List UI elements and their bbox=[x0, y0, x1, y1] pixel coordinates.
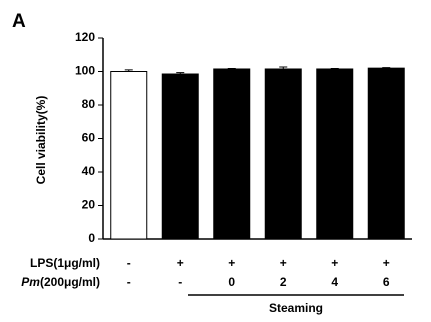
y-tick-label: 60 bbox=[82, 131, 96, 145]
y-tick-label: 40 bbox=[82, 164, 96, 178]
error-bar bbox=[176, 72, 185, 75]
condition-value: 4 bbox=[331, 275, 338, 289]
error-bar bbox=[279, 66, 288, 69]
error-bar bbox=[124, 69, 133, 72]
y-tick-label: 20 bbox=[82, 198, 96, 212]
bar bbox=[161, 73, 199, 240]
bar bbox=[316, 68, 354, 240]
condition-value: + bbox=[228, 256, 235, 270]
condition-value: + bbox=[331, 256, 338, 270]
panel-label: A bbox=[12, 11, 26, 32]
condition-label: Pm(200μg/ml) bbox=[21, 275, 100, 289]
condition-label: LPS(1μg/ml) bbox=[30, 256, 100, 270]
y-tick-label: 100 bbox=[75, 64, 95, 78]
y-axis-label: Cell viability(%) bbox=[34, 96, 48, 185]
condition-label-italic: Pm bbox=[21, 275, 40, 289]
condition-value: + bbox=[383, 256, 390, 270]
group-label: Steaming bbox=[269, 301, 323, 315]
condition-value: 0 bbox=[228, 275, 235, 289]
bar bbox=[110, 71, 148, 240]
y-tick-label: 0 bbox=[88, 231, 95, 245]
bar bbox=[264, 68, 302, 240]
condition-value: - bbox=[178, 275, 182, 289]
y-tick-label: 120 bbox=[75, 30, 95, 44]
y-tick-label: 80 bbox=[82, 97, 96, 111]
bar bbox=[213, 68, 251, 240]
condition-value: - bbox=[127, 275, 131, 289]
condition-label-text: (200μg/ml) bbox=[40, 275, 100, 289]
condition-value: + bbox=[177, 256, 184, 270]
error-bar bbox=[330, 67, 339, 69]
error-bar bbox=[382, 67, 391, 69]
condition-value: + bbox=[280, 256, 287, 270]
bar bbox=[367, 67, 405, 240]
condition-label-text: LPS(1μg/ml) bbox=[30, 256, 100, 270]
error-bar bbox=[227, 67, 236, 69]
condition-value: 2 bbox=[280, 275, 287, 289]
condition-value: - bbox=[127, 256, 131, 270]
condition-value: 6 bbox=[383, 275, 390, 289]
